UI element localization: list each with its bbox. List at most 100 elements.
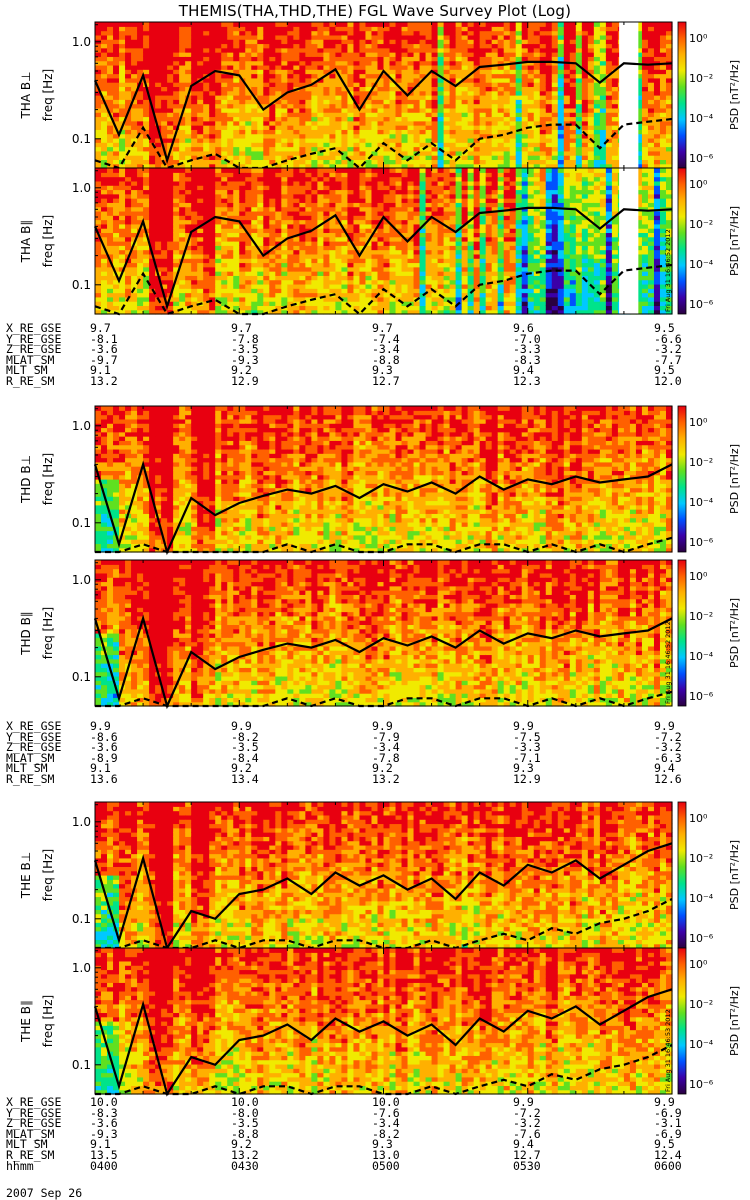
heatmap-cell: [365, 129, 372, 134]
heatmap-cell: [191, 35, 198, 40]
heatmap-cell: [227, 108, 234, 113]
heatmap-cell: [353, 138, 360, 143]
heatmap-cell: [113, 147, 120, 152]
heatmap-cell: [119, 61, 126, 66]
heatmap-cell: [323, 26, 330, 31]
heatmap-cell: [281, 86, 288, 91]
heatmap-cell: [209, 159, 216, 164]
heatmap-cell: [257, 121, 264, 126]
heatmap-cell: [245, 129, 252, 134]
heatmap-cell: [233, 95, 240, 100]
heatmap-cell: [101, 26, 108, 31]
heatmap-cell: [167, 116, 174, 121]
heatmap-cell: [281, 108, 288, 113]
heatmap-cell: [311, 43, 318, 48]
heatmap-cell: [191, 95, 198, 100]
heatmap-cell: [329, 104, 336, 109]
heatmap-cell: [179, 31, 186, 36]
heatmap-cell: [305, 138, 312, 143]
heatmap-cell: [257, 134, 264, 139]
heatmap-cell: [281, 69, 288, 74]
heatmap-cell: [95, 74, 102, 79]
heatmap-cell: [275, 151, 282, 156]
heatmap-cell: [233, 52, 240, 57]
heatmap-cell: [221, 61, 228, 66]
heatmap-cell: [137, 116, 144, 121]
heatmap-cell: [209, 95, 216, 100]
heatmap-cell: [101, 74, 108, 79]
heatmap-cell: [257, 22, 264, 27]
heatmap-cell: [335, 155, 342, 160]
heatmap-cell: [155, 35, 162, 40]
heatmap-cell: [245, 142, 252, 147]
heatmap-cell: [365, 108, 372, 113]
heatmap-cell: [107, 35, 114, 40]
heatmap-cell: [173, 112, 180, 117]
heatmap-cell: [167, 52, 174, 57]
heatmap-cell: [323, 155, 330, 160]
heatmap-cell: [317, 125, 324, 130]
heatmap-cell: [173, 69, 180, 74]
heatmap-cell: [245, 43, 252, 48]
heatmap-cell: [299, 31, 306, 36]
heatmap-cell: [209, 52, 216, 57]
heatmap-cell: [257, 52, 264, 57]
heatmap-cell: [197, 104, 204, 109]
heatmap-cell: [335, 56, 342, 61]
heatmap-cell: [137, 69, 144, 74]
heatmap-cell: [119, 22, 126, 27]
heatmap-cell: [107, 142, 114, 147]
heatmap-cell: [233, 65, 240, 70]
heatmap-cell: [131, 129, 138, 134]
heatmap-cell: [347, 82, 354, 87]
heatmap-cell: [125, 95, 132, 100]
heatmap-cell: [263, 99, 270, 104]
heatmap-cell: [317, 134, 324, 139]
heatmap-cell: [179, 43, 186, 48]
heatmap-cell: [245, 52, 252, 57]
heatmap-cell: [269, 61, 276, 66]
heatmap-cell: [215, 159, 222, 164]
heatmap-cell: [263, 142, 270, 147]
heatmap-cell: [197, 56, 204, 61]
heatmap-cell: [161, 56, 168, 61]
heatmap-cell: [185, 112, 192, 117]
heatmap-cell: [233, 151, 240, 156]
heatmap-cell: [197, 86, 204, 91]
heatmap-cell: [167, 86, 174, 91]
heatmap-cell: [167, 91, 174, 96]
heatmap-cell: [293, 95, 300, 100]
heatmap-cell: [179, 35, 186, 40]
heatmap-cell: [317, 52, 324, 57]
heatmap-cell: [293, 69, 300, 74]
heatmap-cell: [269, 91, 276, 96]
heatmap-cell: [209, 138, 216, 143]
heatmap-cell: [305, 147, 312, 152]
heatmap-cell: [197, 35, 204, 40]
heatmap-cell: [125, 61, 132, 66]
heatmap-cell: [341, 52, 348, 57]
heatmap-cell: [131, 125, 138, 130]
heatmap-cell: [257, 74, 264, 79]
heatmap-cell: [215, 134, 222, 139]
heatmap-cell: [101, 116, 108, 121]
heatmap-cell: [299, 65, 306, 70]
heatmap-cell: [101, 134, 108, 139]
heatmap-cell: [281, 74, 288, 79]
heatmap-cell: [143, 65, 150, 70]
heatmap-cell: [317, 95, 324, 100]
heatmap-cell: [263, 121, 270, 126]
heatmap-cell: [245, 125, 252, 130]
heatmap-cell: [299, 134, 306, 139]
heatmap-cell: [101, 151, 108, 156]
heatmap-cell: [311, 138, 318, 143]
heatmap-cell: [113, 95, 120, 100]
heatmap-cell: [257, 56, 264, 61]
heatmap-cell: [167, 61, 174, 66]
heatmap-cell: [125, 155, 132, 160]
heatmap-cell: [287, 82, 294, 87]
heatmap-cell: [203, 52, 210, 57]
heatmap-cell: [197, 95, 204, 100]
heatmap-cell: [329, 138, 336, 143]
heatmap-cell: [353, 35, 360, 40]
